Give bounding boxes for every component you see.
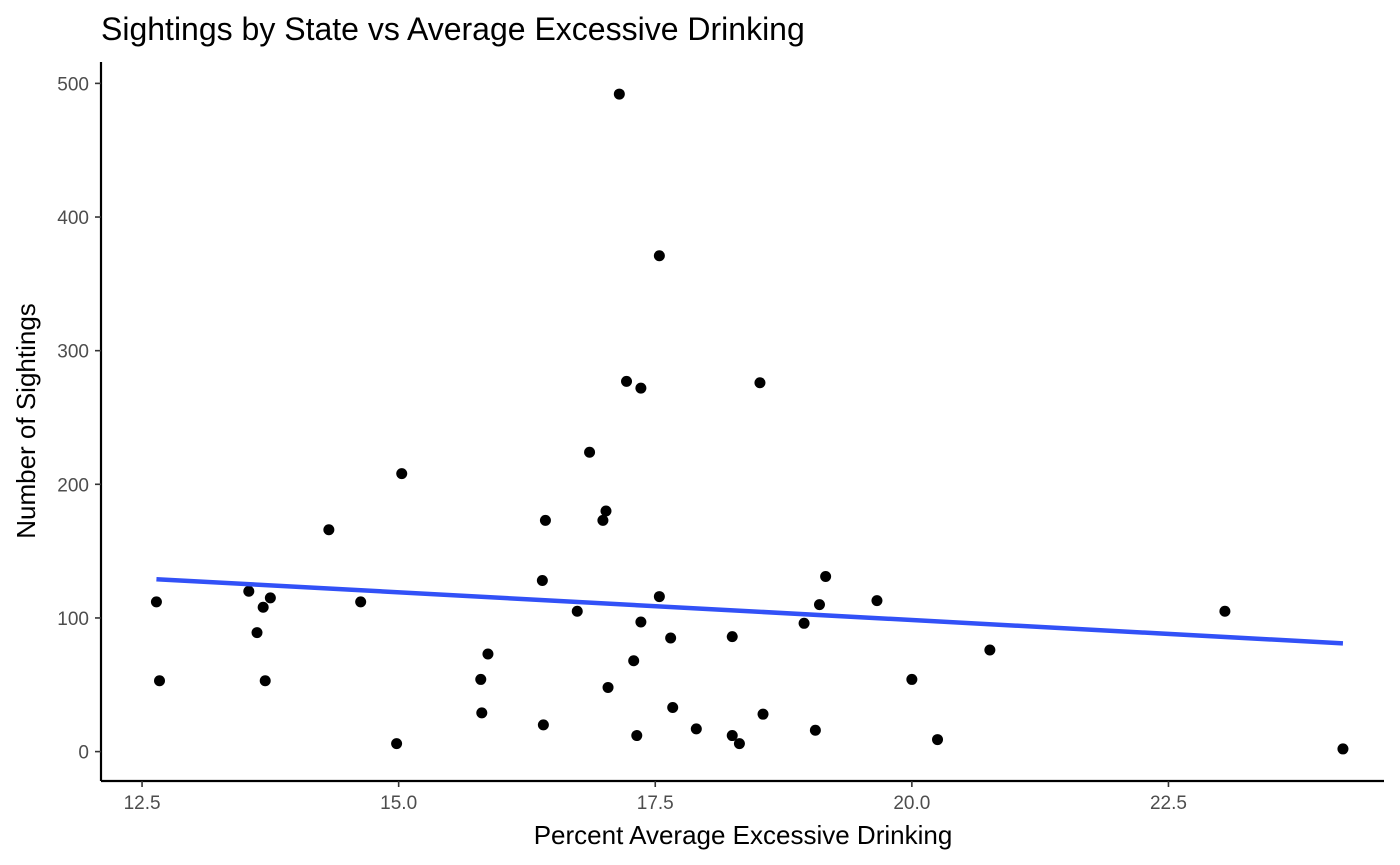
data-point (653, 591, 665, 603)
x-tick-label: 22.5 (1150, 793, 1187, 814)
y-tick-label: 0 (78, 743, 89, 764)
data-point (597, 514, 609, 526)
x-ticks: 12.5 15.0 17.5 20.0 22.5 (124, 781, 1187, 814)
data-point (602, 681, 614, 693)
x-tick-label: 15.0 (380, 793, 417, 814)
data-point (600, 505, 612, 517)
data-point (984, 644, 996, 656)
data-point (257, 601, 269, 613)
data-point (1337, 743, 1349, 755)
data-point (243, 585, 255, 597)
x-tick-label: 17.5 (637, 793, 674, 814)
data-point (726, 730, 738, 742)
data-point (323, 524, 335, 536)
data-point (871, 595, 883, 607)
data-point (635, 382, 647, 394)
data-point (906, 673, 918, 685)
data-point (932, 734, 944, 746)
y-ticks: 0 100 200 300 400 500 (57, 74, 101, 764)
points-layer (150, 88, 1349, 755)
data-point (635, 616, 647, 628)
data-point (690, 723, 702, 735)
data-point (653, 250, 665, 262)
data-point (150, 596, 162, 608)
data-point (754, 377, 766, 389)
data-point (259, 675, 271, 687)
y-tick-label: 300 (57, 342, 89, 363)
data-point (264, 592, 276, 604)
data-point (613, 88, 625, 100)
data-point (1219, 605, 1231, 617)
chart-title: Sightings by State vs Average Excessive … (101, 11, 805, 47)
x-axis-title: Percent Average Excessive Drinking (534, 820, 953, 850)
data-point (154, 675, 166, 687)
data-point (355, 596, 367, 608)
data-point (537, 719, 549, 731)
data-point (475, 673, 487, 685)
data-point (820, 571, 832, 583)
data-point (757, 708, 769, 720)
data-point (482, 648, 494, 660)
data-point (391, 738, 403, 750)
data-point (809, 724, 821, 736)
y-tick-label: 100 (57, 609, 89, 630)
data-point (631, 730, 643, 742)
y-tick-label: 500 (57, 74, 89, 95)
y-tick-label: 200 (57, 475, 89, 496)
data-point (539, 514, 551, 526)
data-point (733, 738, 745, 750)
data-point (251, 627, 263, 639)
y-tick-label: 400 (57, 208, 89, 229)
data-point (396, 468, 408, 480)
y-axis-title: Number of Sightings (11, 303, 41, 539)
data-point (476, 707, 488, 719)
data-point (665, 632, 677, 644)
data-point (726, 631, 738, 643)
x-tick-label: 12.5 (124, 793, 161, 814)
data-point (584, 446, 596, 458)
data-point (628, 655, 640, 667)
x-tick-label: 20.0 (893, 793, 930, 814)
data-point (571, 605, 583, 617)
trend-line (156, 576, 1344, 646)
data-point (813, 599, 825, 611)
data-point (798, 617, 810, 629)
data-point (621, 375, 633, 387)
data-point (536, 575, 548, 587)
data-point (667, 701, 679, 713)
